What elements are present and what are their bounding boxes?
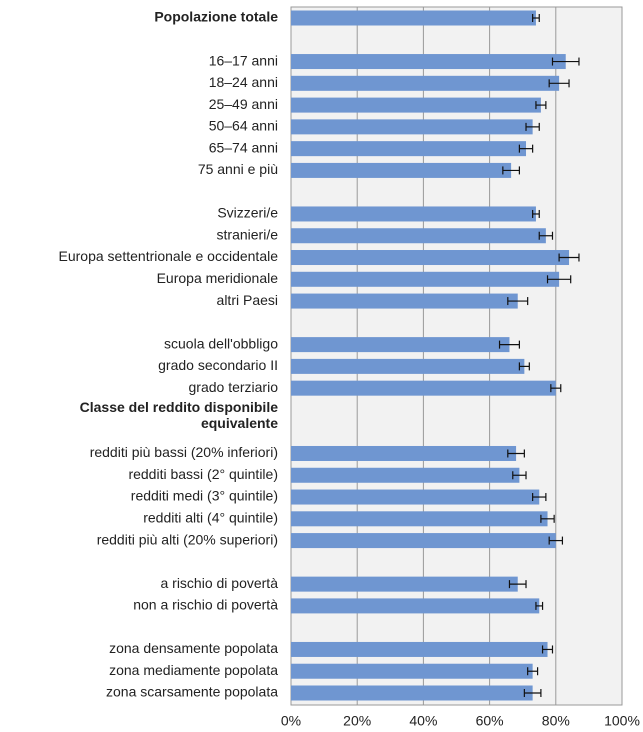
bar	[291, 380, 556, 396]
y-tick-label: 18–24 anni	[209, 74, 278, 90]
y-tick-label: redditi bassi (2° quintile)	[128, 466, 278, 482]
error-bar	[548, 79, 570, 88]
y-tick-label: Popolazione totale	[154, 9, 278, 25]
x-tick-label: 20%	[343, 713, 371, 729]
error-bar	[535, 601, 544, 610]
error-bar	[523, 689, 542, 697]
bar	[291, 250, 570, 266]
error-bar	[507, 449, 525, 458]
bar	[291, 75, 560, 91]
error-bar	[518, 144, 534, 153]
error-bar	[507, 297, 529, 306]
bar	[291, 97, 541, 113]
error-bar	[551, 57, 580, 66]
bar	[291, 445, 517, 461]
error-bar	[535, 101, 547, 110]
y-tick-label: altri Paesi	[217, 292, 278, 308]
y-tick-label: redditi medi (3° quintile)	[131, 488, 278, 504]
error-bar	[532, 14, 540, 22]
category-header: Classe del reddito disponibile equivalen…	[79, 398, 278, 431]
bar	[291, 54, 566, 70]
error-bar	[498, 340, 520, 349]
bar	[291, 489, 540, 505]
y-tick-label: 75 anni e più	[198, 161, 278, 177]
bar	[291, 141, 527, 157]
error-bar	[550, 384, 562, 393]
y-tick-label: grado secondario II	[158, 357, 278, 373]
bar	[291, 663, 533, 679]
bar	[291, 467, 520, 483]
y-tick-label: redditi più bassi (20% inferiori)	[90, 444, 278, 460]
error-bar	[540, 514, 555, 523]
y-tick-label: Svizzeri/e	[217, 205, 278, 221]
y-tick-label: redditi più alti (20% superiori)	[97, 531, 278, 547]
error-bar	[541, 645, 554, 654]
bar	[291, 228, 546, 244]
y-tick-label: zona scarsamente popolata	[106, 684, 278, 700]
error-bar	[502, 166, 520, 175]
error-bar	[512, 471, 527, 480]
error-bar	[558, 253, 580, 262]
y-tick-label: Europa meridionale	[157, 270, 279, 286]
y-tick-label: redditi alti (4° quintile)	[143, 510, 278, 526]
y-tick-label: stranieri/e	[217, 226, 279, 242]
error-bar	[548, 536, 564, 545]
y-tick-label: scuola dell'obbligo	[164, 335, 278, 351]
bar	[291, 337, 510, 353]
x-tick-label: 60%	[476, 713, 504, 729]
error-bar	[518, 362, 530, 371]
bar	[291, 641, 548, 657]
y-tick-label: zona mediamente popolata	[109, 662, 278, 678]
y-tick-label: 16–17 anni	[209, 52, 278, 68]
y-tick-label: 50–64 anni	[209, 118, 278, 134]
bar	[291, 206, 536, 222]
bar	[291, 162, 512, 178]
error-bar	[546, 275, 572, 284]
error-bar	[532, 209, 540, 218]
error-bar	[538, 231, 554, 240]
bar	[291, 533, 556, 549]
y-tick-label: a rischio di povertà	[160, 575, 278, 591]
error-bar	[525, 122, 540, 131]
error-bar	[527, 667, 539, 676]
y-tick-label: grado terziario	[189, 379, 279, 395]
bar	[291, 576, 518, 592]
bar	[291, 511, 548, 527]
y-tick-label: Europa settentrionale e occidentale	[59, 248, 279, 264]
y-tick-label: zona densamente popolata	[109, 640, 278, 656]
bar	[291, 119, 533, 135]
x-tick-label: 40%	[409, 713, 437, 729]
error-bar	[508, 580, 527, 589]
bar	[291, 598, 540, 614]
y-tick-label: 65–74 anni	[209, 139, 278, 155]
header-label: Classe del reddito disponibile equivalen…	[79, 398, 278, 431]
y-tick-label: 25–49 anni	[209, 96, 278, 112]
x-tick-label: 80%	[542, 713, 570, 729]
bar	[291, 10, 536, 26]
bar	[291, 358, 525, 374]
x-tick-label: 100%	[604, 713, 640, 729]
bar	[291, 271, 560, 287]
y-tick-label: non a rischio di povertà	[133, 597, 278, 613]
bar	[291, 685, 533, 701]
bar	[291, 293, 518, 309]
error-bar	[532, 493, 547, 502]
x-tick-label: 0%	[281, 713, 301, 729]
